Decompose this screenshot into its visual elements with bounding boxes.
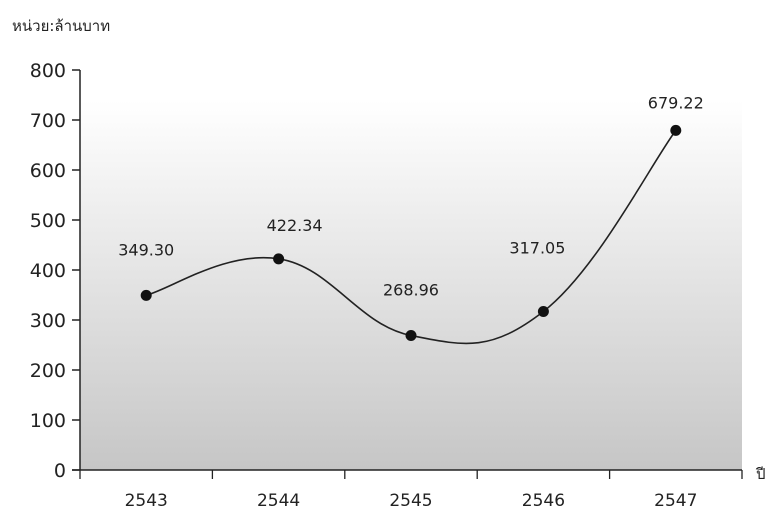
- data-point: [405, 330, 417, 342]
- y-tick-label: 100: [30, 410, 66, 432]
- y-unit-label: หน่วย:ล้านบาท: [12, 17, 111, 35]
- x-tick-label: 2547: [654, 491, 697, 511]
- x-unit-label: ปี: [756, 465, 766, 483]
- y-tick-label: 300: [30, 310, 66, 332]
- x-tick-label: 2546: [522, 491, 565, 511]
- data-point: [537, 305, 549, 317]
- data-label: 422.34: [267, 216, 323, 235]
- x-tick-label: 2544: [257, 491, 300, 511]
- data-point: [273, 253, 285, 265]
- data-label: 679.22: [648, 93, 704, 112]
- y-tick-label: 500: [30, 210, 66, 232]
- x-tick-label: 2543: [125, 491, 168, 511]
- x-tick-label: 2545: [389, 491, 432, 511]
- plot-background: [80, 100, 742, 470]
- y-tick-label: 400: [30, 260, 66, 282]
- y-tick-label: 800: [30, 60, 66, 82]
- data-label: 317.05: [509, 238, 565, 257]
- data-point: [670, 124, 682, 136]
- y-tick-label: 600: [30, 160, 66, 182]
- y-tick-label: 0: [54, 460, 66, 482]
- y-tick-label: 700: [30, 110, 66, 132]
- data-point: [140, 289, 152, 301]
- y-tick-label: 200: [30, 360, 66, 382]
- data-label: 349.30: [118, 240, 174, 259]
- data-label: 268.96: [383, 281, 439, 300]
